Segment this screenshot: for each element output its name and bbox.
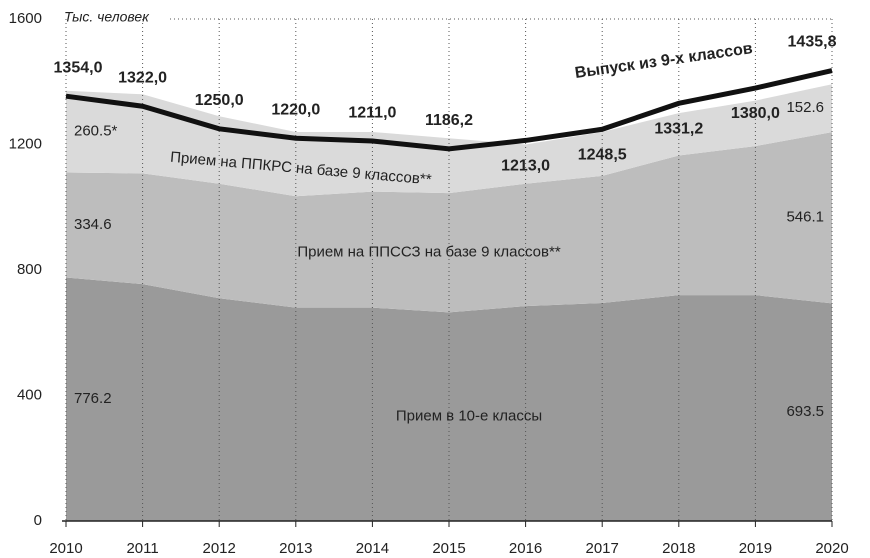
line-value-label: 1250,0 <box>195 92 244 109</box>
line-value-label: 1211,0 <box>348 104 396 121</box>
x-tick-label: 2017 <box>586 540 619 557</box>
x-tick-label: 2018 <box>662 540 695 557</box>
area-value-label: 546.1 <box>786 209 824 226</box>
y-tick-label: 0 <box>34 512 42 529</box>
x-tick-label: 2013 <box>279 540 312 557</box>
line-value-label: 1186,2 <box>425 112 473 129</box>
area <box>66 84 832 197</box>
line-value-label: 1220,0 <box>271 101 320 118</box>
x-tick-label: 2010 <box>49 540 82 557</box>
x-tick-label: 2014 <box>356 540 389 557</box>
y-tick-label: 1200 <box>9 135 42 152</box>
y-tick-label: 1600 <box>9 10 42 27</box>
line-value-label: 1213,0 <box>501 158 550 175</box>
area-value-label: 152.6 <box>786 99 824 116</box>
y-tick-label: 400 <box>17 386 42 403</box>
series-label: Выпуск из 9-х классов <box>574 40 754 82</box>
x-tick-label: 2012 <box>203 540 236 557</box>
x-tick-label: 2011 <box>126 540 158 557</box>
x-tick-label: 2020 <box>815 540 848 557</box>
line-value-label: 1354,0 <box>54 59 103 76</box>
line <box>65 68 833 152</box>
x-tick-label: 2016 <box>509 540 542 557</box>
area-value-label: 334.6 <box>74 216 112 233</box>
line-value-label: 1331,2 <box>654 121 703 138</box>
series-label: Прием в 10-е классы <box>396 408 542 425</box>
y-tick-label: 800 <box>17 261 42 278</box>
area-value-label: 693.5 <box>786 403 824 420</box>
line-value-label: 1380,0 <box>731 105 780 122</box>
area-value-label: 776.2 <box>74 390 112 407</box>
line-value-label: 1322,0 <box>118 69 167 86</box>
area-value-label: 260.5* <box>74 123 118 140</box>
y-axis-label: Тыс. человек <box>64 9 150 25</box>
series-label: Прием на ППССЗ на базе 9 классов** <box>297 244 560 261</box>
area <box>66 132 832 313</box>
x-tick-label: 2015 <box>432 540 465 557</box>
line-value-label: 1435,8 <box>788 34 837 51</box>
x-tick-label: 2019 <box>739 540 772 557</box>
line-value-label: 1248,5 <box>578 147 627 164</box>
